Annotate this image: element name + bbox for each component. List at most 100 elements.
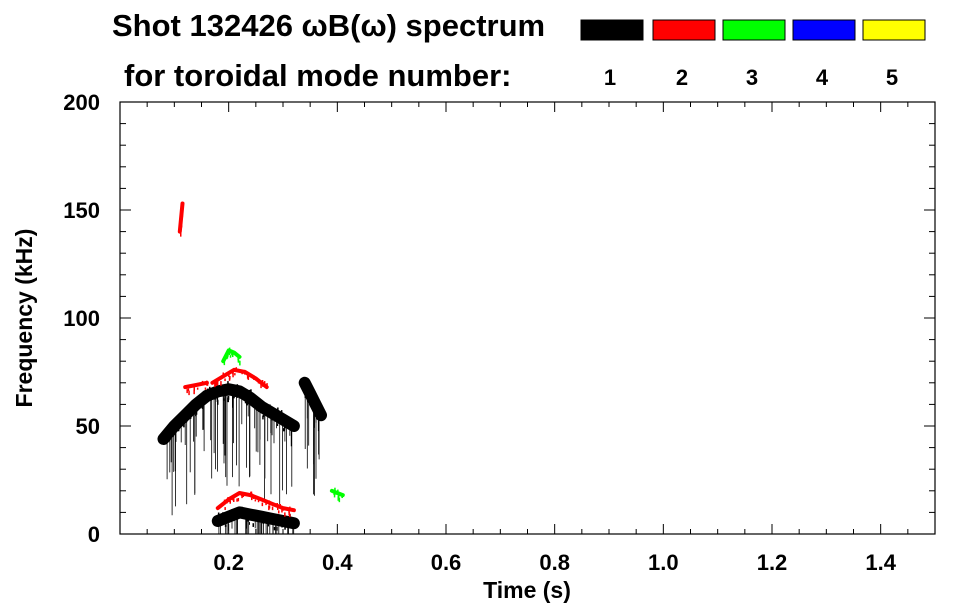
spectral-speckle-mode-2	[245, 493, 248, 496]
spectral-speckle-mode-1	[253, 399, 256, 403]
spectral-speckle-mode-2	[179, 228, 182, 234]
spectral-speckle-mode-1	[232, 516, 234, 519]
spectral-speckle-mode-1	[291, 517, 293, 522]
spectral-speckle-mode-1	[274, 411, 276, 415]
spectral-speckle-mode-2	[201, 380, 204, 386]
spectral-speckle-mode-2	[268, 505, 271, 509]
spectral-speckle-mode-1	[314, 397, 317, 403]
spectral-speckle-mode-3	[333, 494, 336, 498]
plot-frame	[119, 101, 936, 535]
spectral-speckle-mode-2	[251, 497, 253, 501]
legend-swatch-mode-4	[792, 19, 856, 41]
spectral-speckle-mode-1	[257, 404, 260, 408]
spectral-speckle-mode-2	[232, 371, 234, 375]
spectral-speckle-mode-1	[236, 384, 239, 388]
spectral-speckle-mode-1	[169, 428, 171, 433]
spectral-ridge-mode-2	[210, 367, 269, 390]
spectral-speckle-mode-1	[247, 517, 249, 522]
spectral-speckle-mode-2	[242, 492, 244, 495]
legend-swatch-mode-2	[652, 19, 716, 41]
spectral-speckle-mode-3	[231, 352, 233, 356]
spectrogram-marks	[157, 201, 345, 534]
spectral-speckle-mode-2	[235, 367, 237, 370]
spectral-speckle-mode-2	[260, 383, 262, 389]
spectral-speckle-mode-1	[250, 389, 252, 394]
spectral-speckle-mode-1	[262, 415, 264, 420]
spectral-speckle-mode-1	[249, 389, 251, 393]
spectral-speckle-mode-2	[181, 210, 184, 216]
x-tick-label: 1.4	[865, 550, 896, 575]
y-tick-label: 200	[63, 90, 100, 115]
spectral-speckle-mode-2	[232, 498, 234, 501]
spectral-speckle-mode-1	[256, 511, 258, 515]
spectral-speckle-mode-1	[316, 409, 318, 415]
legend-label-mode-4: 4	[816, 65, 829, 90]
spectral-speckle-mode-3	[232, 352, 234, 358]
spectral-speckle-mode-1	[181, 419, 184, 424]
spectral-speckle-mode-2	[262, 382, 264, 387]
spectral-speckle-mode-2	[286, 508, 289, 511]
spectral-speckle-mode-2	[193, 387, 195, 391]
spectral-speckle-mode-1	[309, 392, 312, 397]
spectral-speckle-mode-2	[229, 500, 231, 504]
spectral-speckle-mode-1	[285, 519, 287, 524]
spectral-speckle-mode-1	[222, 512, 224, 517]
spectral-speckle-mode-1	[236, 393, 239, 398]
spectral-speckle-mode-3	[337, 489, 339, 492]
spectral-speckle-mode-1	[282, 418, 284, 422]
legend: 1 2 3 4 5	[580, 19, 926, 90]
spectral-speckle-mode-1	[306, 390, 308, 395]
spectral-speckle-mode-1	[254, 396, 256, 399]
spectral-speckle-mode-2	[224, 507, 226, 510]
spectral-speckle-mode-2	[276, 503, 278, 507]
spectral-speckle-mode-2	[219, 377, 222, 380]
spectral-speckle-mode-3	[338, 497, 341, 503]
spectral-speckle-mode-1	[258, 399, 261, 404]
spectral-speckle-mode-1	[250, 511, 252, 515]
spectral-speckle-mode-3	[225, 354, 227, 357]
spectral-speckle-mode-1	[312, 393, 315, 397]
spectral-speckle-mode-3	[235, 352, 237, 355]
legend-label-mode-5: 5	[886, 65, 898, 90]
spectral-speckle-mode-1	[163, 431, 165, 435]
spectral-speckle-mode-1	[248, 514, 250, 520]
spectral-speckle-mode-1	[268, 513, 271, 517]
spectral-speckle-mode-3	[239, 360, 241, 366]
spectral-speckle-mode-1	[207, 388, 209, 393]
spectral-speckle-mode-2	[257, 380, 260, 384]
spectral-speckle-mode-1	[285, 419, 287, 422]
spectral-speckle-mode-2	[234, 373, 236, 376]
spectral-speckle-mode-1	[281, 518, 284, 522]
spectral-speckle-mode-1	[283, 428, 285, 432]
spectral-speckle-mode-2	[233, 497, 235, 503]
spectral-speckle-mode-2	[188, 390, 190, 396]
spectral-speckle-mode-2	[186, 389, 188, 394]
legend-swatch-mode-5	[862, 19, 926, 41]
spectral-speckle-mode-2	[278, 510, 280, 514]
spectral-speckle-mode-3	[334, 490, 336, 496]
spectral-speckle-mode-1	[234, 393, 237, 397]
spectral-speckle-mode-2	[277, 507, 279, 511]
spectral-speckle-mode-1	[277, 407, 279, 411]
tick-labels: 0.2 0.4 0.6 0.8 1.0 1.2 1.4 0 50 100 150 200	[63, 90, 896, 575]
spectral-speckle-mode-2	[261, 502, 264, 507]
legend-swatch-mode-3	[722, 19, 786, 41]
spectral-speckle-mode-1	[276, 520, 278, 523]
spectral-speckle-mode-2	[193, 389, 195, 395]
spectral-speckle-mode-1	[180, 412, 183, 418]
spectral-speckle-mode-1	[241, 389, 243, 394]
x-tick-label: 0.8	[539, 550, 570, 575]
spectral-speckle-mode-1	[289, 518, 292, 523]
spectral-speckle-mode-3	[338, 493, 340, 497]
spectral-speckle-mode-2	[245, 372, 248, 375]
x-tick-label: 1.0	[648, 550, 679, 575]
spectral-speckle-mode-1	[308, 384, 310, 387]
x-tick-label: 0.4	[322, 550, 353, 575]
spectral-speckle-mode-1	[276, 423, 279, 426]
spectral-speckle-mode-2	[271, 506, 274, 511]
spectral-speckle-mode-1	[271, 409, 273, 415]
spectral-speckle-mode-2	[232, 372, 234, 378]
spectral-speckle-mode-1	[227, 397, 229, 403]
spectral-speckle-mode-1	[248, 522, 250, 525]
